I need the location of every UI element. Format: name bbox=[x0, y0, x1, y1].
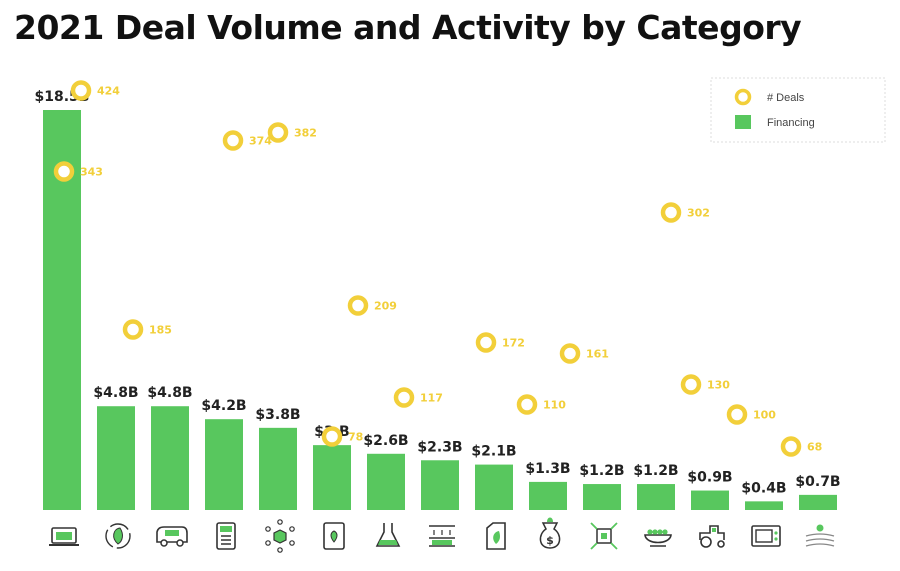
financing-bar bbox=[583, 484, 621, 510]
financing-value-label: $3.8B bbox=[255, 407, 300, 423]
financing-value-label: $1.2B bbox=[579, 463, 624, 479]
deal-marker bbox=[516, 394, 538, 415]
deal-count-label: 117 bbox=[420, 392, 443, 405]
tractor-icon bbox=[699, 525, 725, 548]
financing-bar bbox=[529, 481, 567, 510]
legend-deals-label: # Deals bbox=[767, 92, 805, 104]
deal-count-label: 68 bbox=[807, 441, 822, 454]
financing-bar bbox=[205, 419, 243, 510]
chip-icon bbox=[590, 522, 618, 550]
financing-bar bbox=[637, 484, 675, 510]
flask-icon bbox=[375, 523, 401, 547]
network-cube-icon bbox=[265, 519, 295, 553]
financing-bar bbox=[691, 490, 729, 510]
category-icons: $ bbox=[49, 517, 835, 553]
financing-bar bbox=[97, 406, 135, 510]
financing-value-label: $1.3B bbox=[525, 461, 570, 477]
financing-bar bbox=[259, 427, 297, 510]
deal-count-label: 130 bbox=[707, 379, 730, 392]
delivery-van-icon bbox=[156, 526, 188, 547]
deal-marker bbox=[122, 319, 144, 340]
deal-count-label: 161 bbox=[586, 348, 609, 361]
leaf-cycle-icon bbox=[105, 523, 131, 549]
deal-count-label: 100 bbox=[753, 409, 776, 422]
financing-value-label: $4.2B bbox=[201, 398, 246, 414]
financing-bar bbox=[151, 406, 189, 510]
deal-marker bbox=[70, 80, 92, 101]
deal-marker bbox=[559, 343, 581, 364]
financing-value-label: $2.3B bbox=[417, 439, 462, 455]
chart-title: 2021 Deal Volume and Activity by Categor… bbox=[14, 8, 802, 47]
financing-value-label: $2.1B bbox=[471, 444, 516, 460]
deal-marker bbox=[321, 426, 343, 447]
deal-count-label: 172 bbox=[502, 337, 525, 350]
deal-marker bbox=[222, 130, 244, 151]
jerrycan-leaf-icon bbox=[486, 522, 506, 550]
deal-marker bbox=[780, 436, 802, 457]
legend-financing-label: Financing bbox=[767, 117, 815, 129]
deal-marker bbox=[475, 332, 497, 353]
financing-value-label: $0.9B bbox=[687, 470, 732, 486]
financing-value-label: $0.7B bbox=[795, 474, 840, 490]
financing-bar bbox=[799, 494, 837, 510]
deal-marker bbox=[726, 404, 748, 425]
deal-marker bbox=[267, 122, 289, 143]
financing-bar bbox=[367, 453, 405, 510]
pos-terminal-icon bbox=[216, 522, 236, 550]
field-sun-icon bbox=[805, 524, 835, 547]
financing-bar bbox=[421, 460, 459, 510]
financing-bar bbox=[475, 464, 513, 510]
deal-count-label: 343 bbox=[80, 166, 103, 179]
financing-bar bbox=[313, 445, 351, 510]
farm-robotics-icon bbox=[429, 525, 455, 547]
financing-value-label: $4.8B bbox=[147, 385, 192, 401]
financing-value-label: $4.8B bbox=[93, 385, 138, 401]
deal-count-points: 343 424 185 374 382 78 209 117 172 110 161 302 130 10… bbox=[53, 80, 822, 457]
deal-count-label: 185 bbox=[149, 324, 172, 337]
financing-bar bbox=[745, 501, 783, 510]
microwave-icon bbox=[751, 525, 781, 547]
deal-marker bbox=[660, 202, 682, 223]
deal-marker bbox=[393, 387, 415, 408]
laptop-icon bbox=[49, 527, 79, 546]
food-bowl-icon bbox=[644, 529, 672, 547]
deal-count-label: 424 bbox=[97, 85, 120, 98]
tablet-map-icon bbox=[323, 522, 345, 550]
deal-count-label: 382 bbox=[294, 127, 317, 140]
deal-count-label: 78 bbox=[348, 431, 363, 444]
deal-marker bbox=[680, 374, 702, 395]
deal-count-label: 110 bbox=[543, 399, 566, 412]
deal-count-label: 209 bbox=[374, 300, 397, 313]
legend: # Deals Financing bbox=[710, 77, 886, 143]
deal-marker bbox=[347, 295, 369, 316]
financing-value-label: $0.4B bbox=[741, 480, 786, 496]
deal-count-label: 302 bbox=[687, 207, 710, 220]
deal-marker bbox=[53, 161, 75, 182]
money-bag-icon: $ bbox=[539, 517, 561, 549]
financing-bar-labels: $18.5B$4.8B$4.8B$4.2B$3.8B$3.B$2.6B$2.3B… bbox=[35, 89, 841, 496]
legend-box bbox=[710, 77, 886, 143]
financing-bars bbox=[43, 110, 837, 510]
deal-count-label: 374 bbox=[249, 135, 272, 148]
financing-value-label: $1.2B bbox=[633, 463, 678, 479]
legend-financing-marker bbox=[735, 115, 751, 129]
financing-value-label: $2.6B bbox=[363, 433, 408, 449]
svg-text:$: $ bbox=[546, 534, 554, 547]
legend-deals-marker bbox=[734, 88, 752, 106]
